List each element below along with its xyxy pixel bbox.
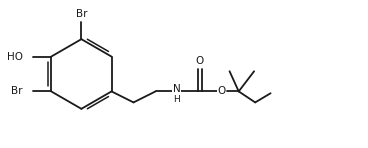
Text: O: O [196, 56, 204, 66]
Text: HO: HO [7, 52, 22, 62]
Text: N: N [173, 84, 181, 94]
Text: H: H [173, 95, 180, 104]
Text: Br: Br [11, 86, 22, 96]
Text: Br: Br [75, 9, 87, 18]
Text: O: O [217, 86, 226, 96]
